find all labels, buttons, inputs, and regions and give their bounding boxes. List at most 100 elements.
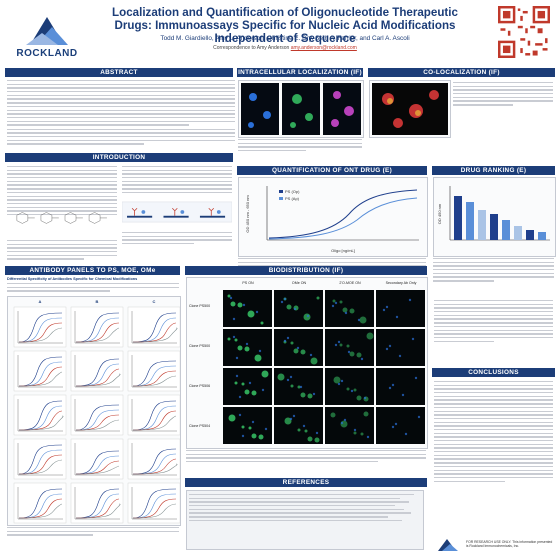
ihc-caption: [238, 139, 362, 154]
biodist-nucleus: [331, 304, 335, 308]
panel-plot: [127, 482, 181, 524]
biodist-nucleus: [238, 413, 242, 417]
quant-ylabel: OD 450 nm - 650 nm: [245, 195, 250, 233]
biodist-signal: [304, 429, 308, 433]
biodist-nucleus: [366, 435, 370, 439]
ranking-bar: [490, 214, 498, 240]
biodist-cell: [325, 290, 374, 327]
biodist-nucleus: [347, 350, 351, 354]
biodist-nucleus: [395, 315, 399, 319]
biodist-nucleus: [388, 344, 392, 348]
conclusions-heading: CONCLUSIONS: [432, 368, 555, 377]
panel-plot: [127, 438, 181, 480]
biodist-cell: [376, 329, 425, 366]
panels-footnote: [7, 527, 179, 538]
ranking-ylabel: OD 450 nm: [437, 203, 442, 224]
biodist-nucleus: [241, 434, 245, 438]
coloc-caption: [453, 82, 553, 108]
biodist-grid: PS ON OMe ON 2'O-MOE ON Secondary Ab Onl…: [186, 277, 428, 449]
ihc-micrographs: [241, 83, 361, 135]
panel-plot: [70, 438, 124, 480]
biodist-caption: [186, 450, 426, 465]
biodist-nucleus: [385, 305, 389, 309]
biodist-signal: [251, 433, 257, 439]
legend-swatch-0: [279, 190, 283, 193]
chemical-structures: [16, 212, 107, 224]
biodist-nucleus: [312, 392, 316, 396]
panel-col-header: B: [96, 299, 99, 304]
biodist-signal: [349, 351, 355, 357]
biodist-signal: [254, 354, 262, 362]
quant-series-ps-op: [268, 189, 418, 239]
references-list: [186, 490, 424, 550]
biodist-nucleus: [391, 425, 395, 429]
biodist-signal: [300, 392, 306, 398]
panel-plot: [13, 394, 67, 436]
biodist-signal: [248, 426, 252, 430]
rockland-logo: [26, 17, 68, 45]
biodist-col-0: PS ON: [242, 281, 254, 285]
panel-plot: [127, 306, 181, 348]
biodist-signal: [346, 344, 350, 348]
poster-title: Localization and Quantification of Oligo…: [112, 6, 458, 45]
biodist-signal: [332, 299, 336, 303]
biodist-nucleus: [315, 431, 319, 435]
ranking-chart-box: OD 450 nm: [433, 177, 556, 257]
quant-chart: OD 450 nm - 650 nm Oligo [ng/mL] PS (Op)…: [245, 186, 419, 253]
biodist-nucleus: [255, 310, 259, 314]
biodist-nucleus: [337, 382, 341, 386]
biodist-signal: [237, 345, 243, 351]
biodist-nucleus: [229, 296, 233, 300]
biodist-nucleus: [340, 379, 344, 383]
biodist-nucleus: [337, 340, 341, 344]
conclusions-body: [434, 381, 553, 484]
biodist-signal: [258, 434, 264, 440]
biodist-nucleus: [261, 388, 265, 392]
biodist-nucleus: [245, 342, 249, 346]
abstract-body: [7, 80, 235, 147]
biodist-nucleus: [388, 386, 392, 390]
biodist-nucleus: [353, 428, 357, 432]
biodist-row-2: Clone PS506: [189, 384, 211, 388]
biodist-nucleus: [248, 381, 252, 385]
qr-code-icon[interactable]: [498, 6, 550, 58]
panel-plot: [13, 482, 67, 524]
biodist-signal: [339, 300, 343, 304]
biodist-nucleus: [264, 427, 268, 431]
rockland-footer-logo: [438, 539, 458, 551]
panel-plot: [70, 350, 124, 392]
introduction-body-right-2: [122, 232, 232, 247]
biodist-signal: [244, 346, 250, 352]
correspondence-email[interactable]: amy.anderson@rockland.com: [290, 45, 357, 51]
biodist-nucleus: [293, 307, 297, 311]
biodist-signal: [297, 428, 301, 432]
biodist-signal: [316, 296, 320, 300]
biodist-signal: [260, 321, 264, 325]
biodist-signal: [228, 414, 236, 422]
biodist-nucleus: [385, 347, 389, 351]
biodist-signal: [353, 388, 357, 392]
coloc-image: [369, 80, 451, 138]
quant-series-ps-ap: [268, 197, 418, 240]
biodist-nucleus: [411, 337, 415, 341]
introduction-body-right: [122, 166, 232, 196]
biodist-signal: [356, 395, 362, 401]
biodist-nucleus: [382, 308, 386, 312]
panels-subtitle: Differential Specificity of Antibodies S…: [7, 277, 138, 281]
biodist-nucleus: [292, 414, 296, 418]
biodist-nucleus: [302, 424, 306, 428]
biodist-signal: [244, 389, 250, 395]
biodist-nucleus: [350, 389, 354, 393]
panels-heading: ANTIBODY PANELS TO PS, MOE, OMe: [5, 266, 180, 275]
biodist-cell: [223, 290, 272, 327]
quant-chart-box: OD 450 nm - 650 nm Oligo [ng/mL] PS (Op)…: [238, 177, 428, 257]
quant-xlabel: Oligo [ng/mL]: [331, 248, 355, 253]
biodist-nucleus: [363, 396, 367, 400]
biodist-signal: [353, 431, 357, 435]
biodist-signal: [261, 370, 269, 378]
biodist-nucleus: [251, 420, 255, 424]
biodist-nucleus: [357, 318, 361, 322]
biodist-signal: [277, 373, 285, 381]
biodist-signal: [227, 337, 231, 341]
biodist-row-1: Clone PS500: [189, 344, 211, 348]
